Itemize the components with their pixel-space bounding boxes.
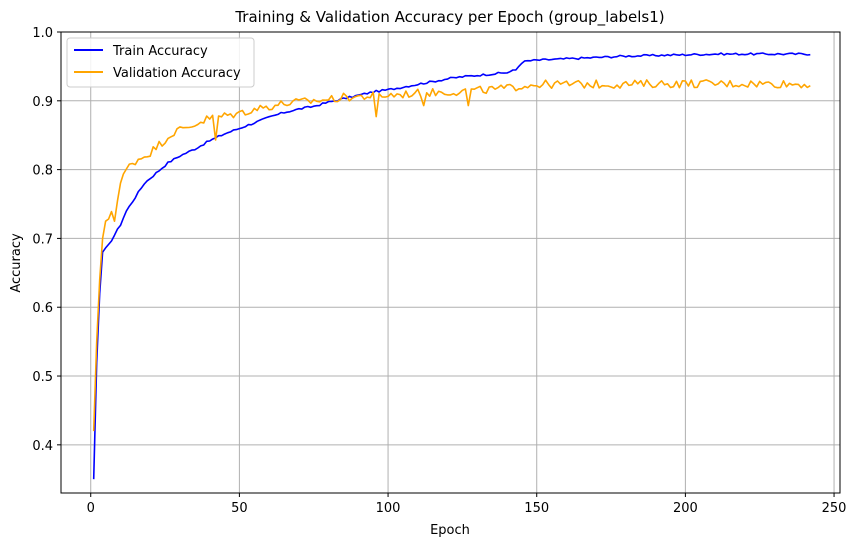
plot-area-frame (60, 31, 841, 494)
y-axis-ticks: 0.4 0.5 0.6 0.7 0.8 0.9 1.0 (32, 26, 61, 454)
x-tick-label: 200 (673, 501, 698, 516)
validation-accuracy-line (92, 79, 811, 432)
x-tick-label: 50 (231, 501, 248, 516)
legend-label-validation: Validation Accuracy (113, 66, 241, 81)
y-tick-label: 1.0 (32, 26, 53, 41)
x-axis-ticks: 0 50 100 150 200 250 (87, 493, 847, 516)
y-tick-label: 0.5 (32, 370, 53, 385)
x-axis-label: Epoch (430, 523, 470, 538)
x-tick-label: 250 (822, 501, 847, 516)
legend: Train Accuracy Validation Accuracy (66, 37, 255, 88)
grid-lines (61, 31, 840, 493)
y-tick-label: 0.7 (32, 232, 53, 247)
x-tick-label: 0 (87, 501, 95, 516)
train-accuracy-line (92, 52, 811, 480)
series-lines (92, 52, 811, 480)
y-tick-label: 0.4 (32, 439, 53, 454)
chart-title: Training & Validation Accuracy per Epoch… (234, 8, 664, 27)
y-tick-label: 0.6 (32, 301, 53, 316)
y-tick-label: 0.9 (32, 95, 53, 110)
y-tick-label: 0.8 (32, 164, 53, 179)
legend-box (66, 37, 255, 88)
x-tick-label: 150 (524, 501, 549, 516)
x-tick-label: 100 (376, 501, 401, 516)
legend-label-train: Train Accuracy (112, 44, 208, 59)
y-axis-label: Accuracy (9, 233, 24, 293)
